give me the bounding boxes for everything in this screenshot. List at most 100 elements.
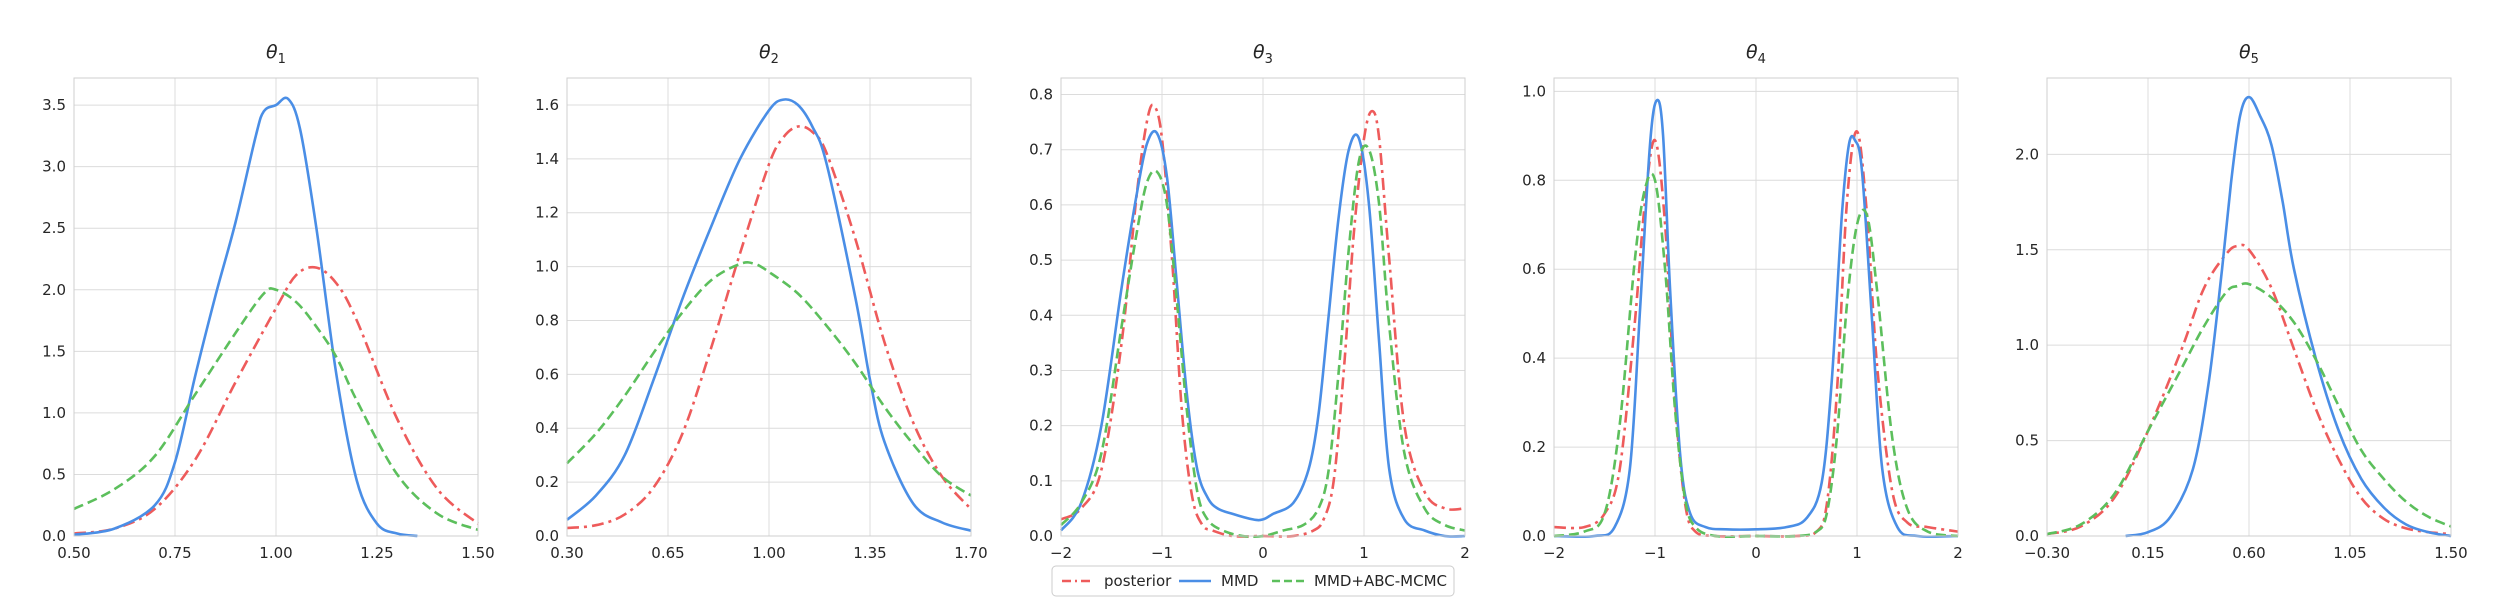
x-tick-label: 2 xyxy=(1460,544,1470,562)
y-tick-label: 0.2 xyxy=(1029,417,1053,435)
y-tick-label: 0.1 xyxy=(1029,472,1053,490)
x-tick-label: −0.30 xyxy=(2024,544,2070,562)
y-tick-label: 0.5 xyxy=(2015,432,2039,450)
title-subscript: 3 xyxy=(1265,52,1273,67)
series-line-mmd-abc-mcmc xyxy=(1060,144,1466,538)
plot-frame xyxy=(2046,77,2452,537)
title-subscript: 2 xyxy=(771,52,779,67)
title-symbol: θ xyxy=(1746,41,1758,63)
title-symbol: θ xyxy=(2239,41,2251,63)
y-tick-label: 0.2 xyxy=(535,473,559,491)
title-symbol: θ xyxy=(266,41,278,63)
subplot-1: 0.50 0.75 1.00 1.25 1.50 0.0 0.5 1.0 1.5 2.0 2.5 3.… xyxy=(42,41,495,562)
subplot-title: θ5 xyxy=(2239,41,2259,67)
subplot-4: −2 −1 0 1 2 0.0 0.2 0.4 0.6 0.8 1.0 θ4 xyxy=(1522,41,1963,562)
series-line-mmd-abc-mcmc xyxy=(566,261,972,497)
x-tick-label: 0 xyxy=(1258,544,1268,562)
plot-frame xyxy=(1553,77,1959,537)
x-tick-label: 1.00 xyxy=(259,544,292,562)
y-tick-label: 3.5 xyxy=(42,96,66,114)
title-subscript: 5 xyxy=(2251,52,2259,67)
y-tick-label: 1.5 xyxy=(42,342,66,360)
y-tick-label: 0.4 xyxy=(1522,349,1546,367)
y-tick-label: 2.0 xyxy=(42,281,66,299)
x-tick-label: 0.15 xyxy=(2131,544,2164,562)
x-tick-label: −2 xyxy=(1050,544,1072,562)
series-line-mmd-abc-mcmc xyxy=(2046,282,2452,536)
x-tick-label: 0 xyxy=(1751,544,1761,562)
y-tick-label: 1.0 xyxy=(2015,336,2039,354)
y-tick-label: 0.2 xyxy=(1522,438,1546,456)
plot-frame xyxy=(1060,77,1466,537)
y-tick-label: 0.0 xyxy=(1029,527,1053,545)
y-tick-label: 0.5 xyxy=(1029,251,1053,269)
y-tick-label: 0.3 xyxy=(1029,361,1053,379)
y-tick-label: 2.0 xyxy=(2015,145,2039,163)
y-tick-label: 1.5 xyxy=(2015,241,2039,259)
y-tick-label: 2.5 xyxy=(42,219,66,237)
title-subscript: 1 xyxy=(278,52,286,67)
legend-label: MMD+ABC-MCMC xyxy=(1314,572,1447,590)
y-tick-label: 0.4 xyxy=(535,419,559,437)
x-tick-label: 1.70 xyxy=(954,544,987,562)
y-tick-label: 0.5 xyxy=(42,465,66,483)
legend-label: MMD xyxy=(1221,572,1258,590)
y-tick-label: 0.7 xyxy=(1029,141,1053,159)
series-line-mmd xyxy=(1059,129,1466,538)
legend-box xyxy=(1051,565,1455,597)
y-tick-label: 0.6 xyxy=(1522,260,1546,278)
series-line-mmd xyxy=(566,98,972,532)
subplot-title: θ4 xyxy=(1746,41,1766,67)
subplot-5: −0.30 0.15 0.60 1.05 1.50 0.0 0.5 1.0 1.5 2.0 θ5 xyxy=(2015,41,2468,562)
y-tick-label: 0.4 xyxy=(1029,306,1053,324)
title-symbol: θ xyxy=(759,41,771,63)
y-tick-label: 0.6 xyxy=(535,365,559,383)
x-tick-label: −2 xyxy=(1543,544,1565,562)
y-tick-label: 0.0 xyxy=(1522,527,1546,545)
y-tick-label: 0.6 xyxy=(1029,196,1053,214)
y-tick-label: 1.0 xyxy=(535,258,559,276)
subplot-3: −2 −1 0 1 2 0.0 0.1 0.2 0.3 0.4 0.5 0.6 0.7 0.8 θ3 xyxy=(1029,41,1470,562)
series-line-mmd xyxy=(73,96,418,538)
y-tick-label: 1.0 xyxy=(42,404,66,422)
x-tick-label: 2 xyxy=(1953,544,1963,562)
y-tick-label: 3.0 xyxy=(42,158,66,176)
y-tick-label: 0.0 xyxy=(42,527,66,545)
x-tick-label: 0.30 xyxy=(550,544,583,562)
plot-frame xyxy=(73,77,479,537)
series-line-posterior xyxy=(2046,243,2452,536)
series-line-posterior xyxy=(566,124,972,530)
x-tick-label: 0.75 xyxy=(158,544,191,562)
x-tick-label: 0.65 xyxy=(651,544,684,562)
subplots: 0.50 0.75 1.00 1.25 1.500.00.51.01.52.02.53.… xyxy=(42,41,2468,562)
legend-label: posterior xyxy=(1104,572,1172,590)
y-tick-label: 1.0 xyxy=(1522,82,1546,100)
x-tick-label: 0.50 xyxy=(57,544,90,562)
y-tick-label: 0.0 xyxy=(535,527,559,545)
x-tick-label: 1.35 xyxy=(853,544,886,562)
title-symbol: θ xyxy=(1253,41,1265,63)
x-tick-label: 1.00 xyxy=(752,544,785,562)
y-tick-label: 0.0 xyxy=(2015,527,2039,545)
x-tick-label: −1 xyxy=(1151,544,1173,562)
y-tick-label: 0.8 xyxy=(1522,171,1546,189)
series-line-mmd-abc-mcmc xyxy=(73,287,479,532)
x-tick-label: 1.50 xyxy=(461,544,494,562)
y-tick-label: 1.4 xyxy=(535,150,559,168)
y-tick-label: 1.6 xyxy=(535,96,559,114)
series-line-posterior xyxy=(73,265,479,535)
y-tick-label: 0.8 xyxy=(1029,86,1053,104)
x-tick-label: 0.60 xyxy=(2232,544,2265,562)
x-tick-label: −1 xyxy=(1644,544,1666,562)
x-tick-label: 1.50 xyxy=(2434,544,2467,562)
x-tick-label: 1 xyxy=(1359,544,1369,562)
series-line-mmd xyxy=(2125,95,2452,538)
x-tick-label: 1.05 xyxy=(2333,544,2366,562)
legend: posterior MMD MMD+ABC-MCMC xyxy=(1051,565,1455,597)
series-line-mmd-abc-mcmc xyxy=(1553,172,1959,538)
subplot-title: θ2 xyxy=(759,41,779,67)
plot-frame xyxy=(566,77,972,537)
subplot-2: 0.30 0.65 1.00 1.35 1.70 0.0 0.2 0.4 0.6 0.8 1.0 1.… xyxy=(535,41,988,562)
x-tick-label: 1.25 xyxy=(360,544,393,562)
